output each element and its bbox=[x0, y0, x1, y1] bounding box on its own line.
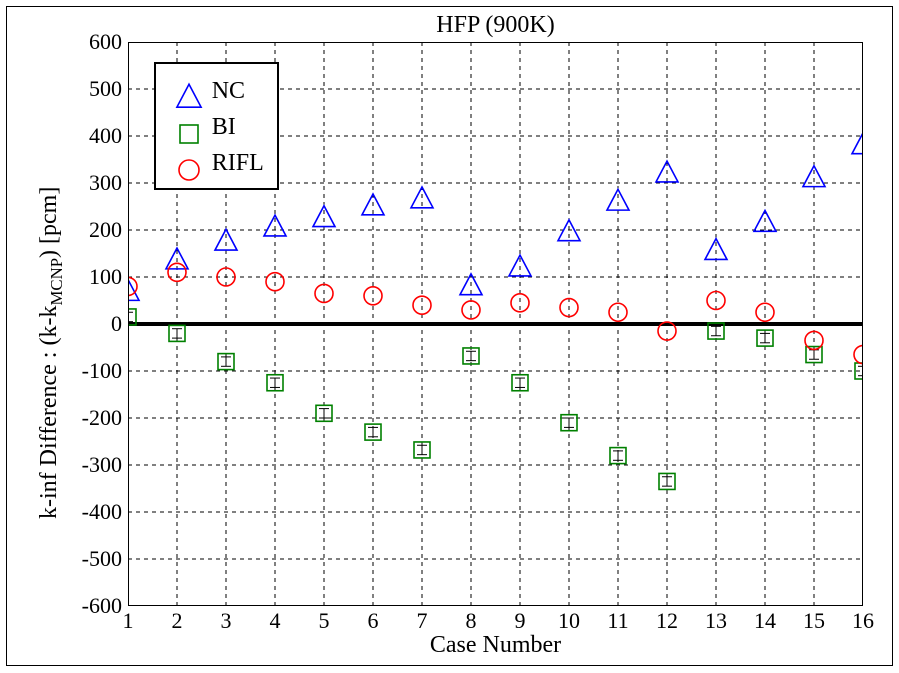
x-tick: 12 bbox=[656, 608, 678, 634]
legend-item-rifl: RIFL bbox=[166, 146, 264, 182]
legend-item-bi: BI bbox=[166, 110, 236, 146]
series-rifl bbox=[128, 263, 863, 363]
ylabel-sub: MCNP bbox=[47, 258, 66, 306]
legend-label: NC bbox=[212, 78, 245, 105]
x-axis-label: Case Number bbox=[128, 632, 863, 659]
legend-label: BI bbox=[212, 114, 236, 141]
x-tick: 7 bbox=[417, 608, 428, 634]
x-tick: 11 bbox=[607, 608, 628, 634]
y-tick: 500 bbox=[89, 76, 122, 102]
legend-marker-icon bbox=[166, 80, 212, 104]
y-tick: 0 bbox=[111, 311, 122, 337]
y-tick: -500 bbox=[82, 546, 122, 572]
series-bi bbox=[128, 309, 863, 490]
legend: NC BI RIFL bbox=[154, 62, 279, 190]
x-tick: 5 bbox=[319, 608, 330, 634]
ylabel-post: ) [pcm] bbox=[36, 186, 62, 257]
y-tick: -100 bbox=[82, 358, 122, 384]
y-axis-label: k-inf Difference : (k-kMCNP) [pcm] bbox=[36, 186, 67, 518]
x-tick: 9 bbox=[515, 608, 526, 634]
y-tick: 100 bbox=[89, 264, 122, 290]
legend-label: RIFL bbox=[212, 150, 264, 177]
x-tick: 6 bbox=[368, 608, 379, 634]
y-tick: 400 bbox=[89, 123, 122, 149]
x-tick: 2 bbox=[172, 608, 183, 634]
legend-marker-icon bbox=[166, 152, 212, 176]
y-tick: -200 bbox=[82, 405, 122, 431]
y-tick: -400 bbox=[82, 499, 122, 525]
chart-title: HFP (900K) bbox=[128, 12, 863, 39]
x-tick: 3 bbox=[221, 608, 232, 634]
x-tick: 4 bbox=[270, 608, 281, 634]
x-tick: 8 bbox=[466, 608, 477, 634]
x-tick: 1 bbox=[123, 608, 134, 634]
y-tick: 300 bbox=[89, 170, 122, 196]
x-tick: 16 bbox=[852, 608, 874, 634]
figure: HFP (900K) k-inf Difference : (k-kMCNP) … bbox=[0, 0, 899, 673]
ylabel-pre: k-inf Difference : (k-k bbox=[36, 305, 62, 518]
y-tick: 600 bbox=[89, 29, 122, 55]
x-tick: 15 bbox=[803, 608, 825, 634]
legend-item-nc: NC bbox=[166, 74, 245, 110]
y-tick: 200 bbox=[89, 217, 122, 243]
x-tick: 13 bbox=[705, 608, 727, 634]
y-tick: -600 bbox=[82, 593, 122, 619]
legend-marker-icon bbox=[166, 116, 212, 140]
x-tick: 10 bbox=[558, 608, 580, 634]
x-tick: 14 bbox=[754, 608, 776, 634]
y-tick: -300 bbox=[82, 452, 122, 478]
